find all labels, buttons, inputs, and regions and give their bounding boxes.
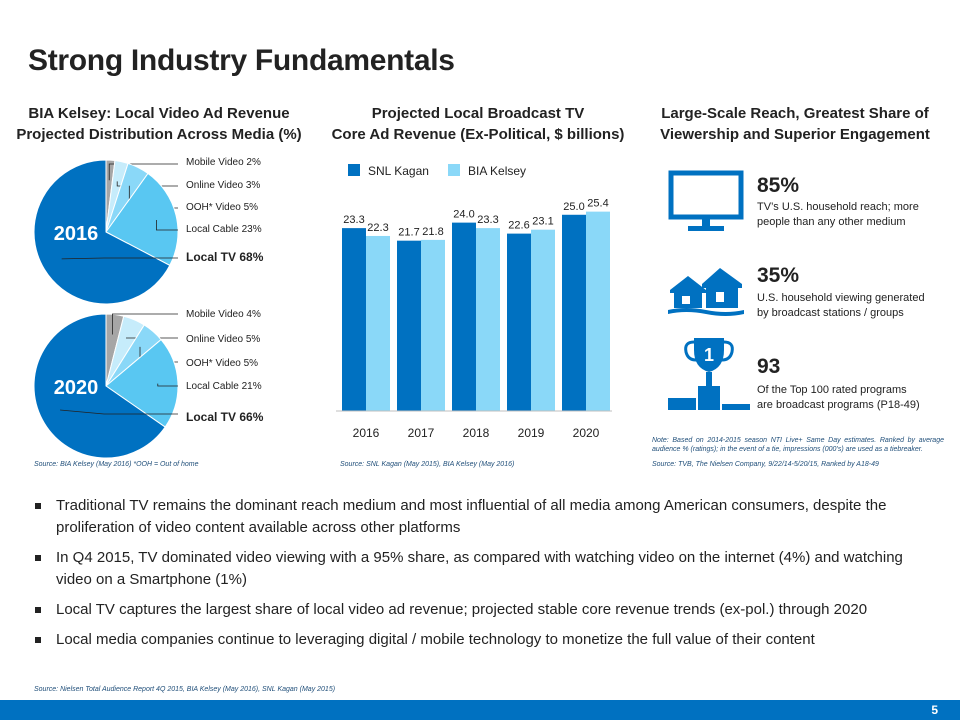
pie-leader-line xyxy=(112,313,178,335)
legend-label: SNL Kagan xyxy=(368,164,429,178)
bar-data-label: 22.6 xyxy=(508,220,529,232)
stat-viewing-text: U.S. household viewing generated by broa… xyxy=(757,291,925,321)
pie-section-title-line1: BIA Kelsey: Local Video Ad Revenue xyxy=(28,105,290,122)
pie-2020-label-localtv: Local TV 66% xyxy=(186,410,264,424)
pie-leader-line xyxy=(108,163,178,181)
bar-bia-kelsey-2017 xyxy=(421,239,445,411)
bar-section-title-line2: Core Ad Revenue (Ex-Political, $ billion… xyxy=(331,126,625,143)
key-point: Local media companies continue to levera… xyxy=(34,629,934,651)
bar-snl-kagan-2018 xyxy=(452,222,476,411)
page-title: Strong Industry Fundamentals xyxy=(28,44,455,77)
stat-reach-line2: people than any other medium xyxy=(757,216,906,228)
stat-programs-line2: are broadcast programs (P18-49) xyxy=(757,399,920,411)
pie-2020-label-online: Online Video 5% xyxy=(186,334,261,345)
pie-2016-label-mobile: Mobile Video 2% xyxy=(186,157,261,168)
x-tick-label: 2020 xyxy=(573,426,600,440)
trophy-digit: 1 xyxy=(704,345,714,365)
x-tick-label: 2019 xyxy=(518,426,545,440)
bar-data-label: 23.3 xyxy=(343,214,364,226)
bar-snl-kagan-2017 xyxy=(397,240,421,411)
key-point: Local TV captures the largest share of l… xyxy=(34,599,934,621)
pie-source: Source: BIA Kelsey (May 2016) *OOH = Out… xyxy=(34,461,199,468)
pie-leader-line xyxy=(157,383,178,387)
bar-snl-kagan-2019 xyxy=(507,233,531,411)
legend-swatch xyxy=(448,164,460,176)
pie-2020-slice-local-tv xyxy=(33,313,166,459)
pie-leader-line xyxy=(61,257,178,260)
bar-data-label: 22.3 xyxy=(367,222,388,234)
pie-section-title-line2: Projected Distribution Across Media (%) xyxy=(16,126,302,143)
bar-bia-kelsey-2019 xyxy=(531,229,555,411)
bar-section-title: Projected Local Broadcast TV Core Ad Rev… xyxy=(328,103,628,145)
pie-2016-label-localtv: Local TV 68% xyxy=(186,250,264,264)
legend-swatch xyxy=(348,164,360,176)
x-tick-label: 2017 xyxy=(408,426,435,440)
page-number: 5 xyxy=(0,700,960,720)
pie-2020-label-ooh: OOH* Video 5% xyxy=(186,358,259,369)
pie-leader-line xyxy=(156,220,178,231)
bar-data-label: 23.3 xyxy=(477,214,498,226)
bar-data-label: 21.7 xyxy=(398,227,419,239)
ranking-note: Note: Based on 2014-2015 season NTI Live… xyxy=(652,437,944,453)
bar-data-label: 23.1 xyxy=(532,216,553,228)
pie-2016-label-ooh: OOH* Video 5% xyxy=(186,202,259,213)
bar-data-label: 24.0 xyxy=(453,209,474,221)
pie-2020-label-cable: Local Cable 21% xyxy=(186,381,262,392)
bar-snl-kagan-2016 xyxy=(342,228,366,411)
key-point: In Q4 2015, TV dominated video viewing w… xyxy=(34,547,934,591)
bar-bia-kelsey-2020 xyxy=(586,211,610,411)
bar-snl-kagan-2020 xyxy=(562,214,586,411)
pie-2016-label-online: Online Video 3% xyxy=(186,180,261,191)
pie-year-label: 2020 xyxy=(54,377,99,399)
bar-bia-kelsey-2018 xyxy=(476,228,500,411)
reach-section-title-line1: Large-Scale Reach, Greatest Share of xyxy=(661,105,929,122)
pie-2020-label-mobile: Mobile Video 4% xyxy=(186,309,261,320)
houses-icon xyxy=(668,268,744,316)
bar-data-label: 25.0 xyxy=(563,201,584,213)
bar-source: Source: SNL Kagan (May 2015), BIA Kelsey… xyxy=(340,461,515,468)
stat-reach-text: TV’s U.S. household reach; more people t… xyxy=(757,200,919,230)
reach-section-title: Large-Scale Reach, Greatest Share of Vie… xyxy=(640,103,950,145)
reach-section-title-line2: Viewership and Superior Engagement xyxy=(660,126,930,143)
stat-programs-number: 93 xyxy=(757,355,781,378)
pie-2016-label-cable: Local Cable 23% xyxy=(186,224,262,235)
stat-reach-number: 85% xyxy=(757,174,800,197)
pie-2016-slice-local-tv xyxy=(33,159,171,305)
bar-section-title-line1: Projected Local Broadcast TV xyxy=(371,105,585,122)
reach-source: Source: TVB, The Nielsen Company, 9/22/1… xyxy=(652,461,879,468)
bar-data-label: 25.4 xyxy=(587,198,608,210)
x-tick-label: 2018 xyxy=(463,426,490,440)
legend-label: BIA Kelsey xyxy=(468,164,526,178)
stat-viewing-line1: U.S. household viewing generated xyxy=(757,292,925,304)
key-points-list: Traditional TV remains the dominant reac… xyxy=(34,495,934,659)
footer-source: Source: Nielsen Total Audience Report 4Q… xyxy=(34,686,336,693)
trophy-podium-icon: 1 xyxy=(668,338,750,410)
stat-programs-text: Of the Top 100 rated programs are broadc… xyxy=(757,383,920,413)
pie-2020-slice-local-cable xyxy=(105,338,179,428)
pie-year-label: 2016 xyxy=(54,223,99,245)
stat-reach-line1: TV’s U.S. household reach; more xyxy=(757,201,919,213)
stat-viewing-line2: by broadcast stations / groups xyxy=(757,307,904,319)
x-tick-label: 2016 xyxy=(353,426,380,440)
bar-bia-kelsey-2016 xyxy=(366,235,390,411)
tv-icon xyxy=(668,170,744,231)
stat-viewing-number: 35% xyxy=(757,264,800,287)
stat-programs-line1: Of the Top 100 rated programs xyxy=(757,384,907,396)
bar-data-label: 21.8 xyxy=(422,226,443,238)
pie-leader-line xyxy=(60,409,178,415)
key-point: Traditional TV remains the dominant reac… xyxy=(34,495,934,539)
pie-section-title: BIA Kelsey: Local Video Ad Revenue Proje… xyxy=(14,103,304,145)
pie-charts: 2016 2020 xyxy=(33,159,179,459)
